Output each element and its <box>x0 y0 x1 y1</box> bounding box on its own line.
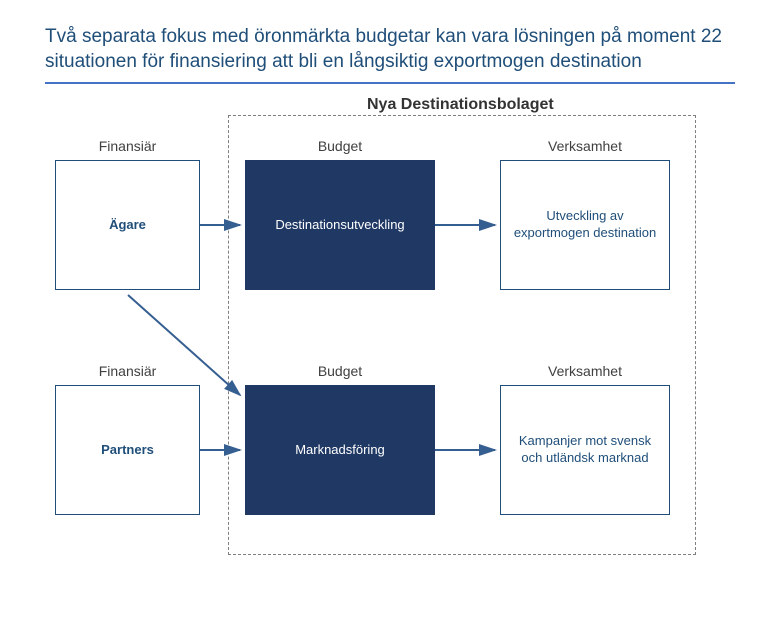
label-budget-2: Budget <box>245 363 435 379</box>
box-budget-2: Marknadsföring <box>245 385 435 515</box>
frame-title: Nya Destinationsbolaget <box>367 96 554 114</box>
label-activity-2: Verksamhet <box>500 363 670 379</box>
label-financier-2: Finansiär <box>55 363 200 379</box>
label-budget-1: Budget <box>245 138 435 154</box>
box-budget-1: Destinationsutveckling <box>245 160 435 290</box>
page-title: Två separata fokus med öronmärkta budget… <box>45 25 735 74</box>
box-financier-2: Partners <box>55 385 200 515</box>
label-activity-1: Verksamhet <box>500 138 670 154</box>
box-activity-1: Utveckling av exportmogen destination <box>500 160 670 290</box>
label-financier-1: Finansiär <box>55 138 200 154</box>
arrow-diagonal <box>128 295 240 395</box>
title-rule <box>45 82 735 84</box>
box-financier-1: Ägare <box>55 160 200 290</box>
box-activity-2: Kampanjer mot svensk och utländsk markna… <box>500 385 670 515</box>
